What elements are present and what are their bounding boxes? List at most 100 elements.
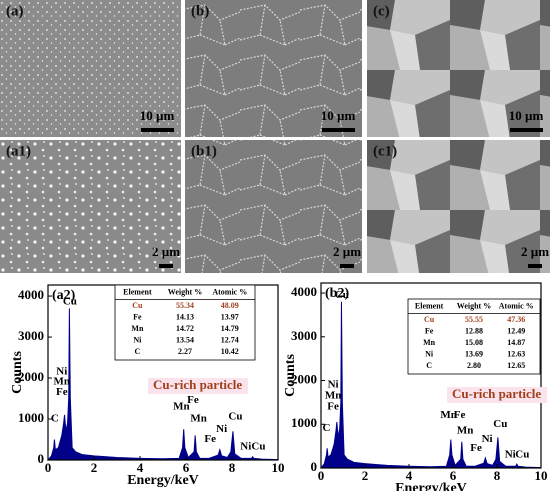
peak-label: Ni (482, 433, 493, 445)
peak-label: C (51, 413, 59, 425)
y-axis-label: Counts (10, 351, 25, 394)
y-tick-label: 4000 (291, 284, 317, 299)
peak-label: Fe (56, 386, 68, 398)
table-cell: 55.55 (465, 315, 483, 324)
peak-label: Fe (187, 394, 199, 406)
table-cell: 2.80 (467, 361, 481, 370)
sem-image (185, 0, 362, 137)
peak-label: Mn (173, 400, 190, 412)
y-tick-label: 2000 (291, 372, 317, 387)
scale-bar (322, 128, 355, 132)
table-header: Weight % (168, 288, 202, 297)
x-tick-label: 10 (272, 460, 285, 475)
x-axis-label: Energy/keV (127, 473, 199, 488)
table-cell: 12.49 (507, 327, 525, 336)
x-tick-label: 4 (137, 460, 144, 475)
table-cell: Fe (133, 313, 142, 322)
peak-label: Cu (493, 418, 507, 430)
table-header: Element (415, 302, 444, 311)
sem-image (367, 0, 550, 137)
scale-bar (528, 264, 542, 268)
table-cell: 13.97 (221, 313, 239, 322)
panel-label: (b2) (325, 286, 349, 301)
peak-label: Mn (457, 424, 474, 436)
sem-image (367, 140, 550, 273)
table-cell: 2.27 (178, 347, 192, 356)
peak-label: Cu (335, 289, 349, 301)
table-header: Atomic % (212, 288, 247, 297)
panel-label: (a1) (6, 143, 31, 159)
panel-labels: (a) 10 µm (b) 10 µm (c) 10 µm (a1) 2 µm (b1) 2 µm… (6, 3, 549, 268)
y-tick-label: 1000 (18, 410, 44, 425)
sem-image (0, 0, 181, 137)
y-tick-label: 1000 (291, 415, 317, 430)
table-cell: 12.74 (221, 336, 239, 345)
table-header: Element (123, 288, 152, 297)
table-cell: C (426, 361, 432, 370)
x-tick-label: 0 (45, 460, 52, 475)
spectrum-area (319, 301, 542, 469)
peak-label: Cu (515, 448, 529, 460)
y-tick-label: 0 (38, 451, 45, 466)
peak-label: Ni (328, 378, 339, 390)
micrographs (0, 0, 550, 273)
table-cell: Mn (131, 324, 144, 333)
table-cell: Fe (425, 327, 434, 336)
table-header: Weight % (457, 302, 491, 311)
scale-label: 10 µm (509, 108, 544, 123)
scale-label: 2 µm (152, 244, 180, 259)
x-tick-label: 2 (362, 468, 369, 483)
sem-image (185, 140, 362, 273)
table-cell: 15.08 (465, 338, 483, 347)
note-bg (447, 387, 547, 403)
note-bg (148, 378, 248, 394)
peak-label: Mn (190, 413, 207, 425)
x-tick-label: 10 (535, 468, 548, 483)
x-tick-label: 8 (229, 460, 236, 475)
table-cell: Ni (425, 350, 434, 359)
plot-frame (320, 282, 542, 469)
table-frame (407, 298, 541, 375)
table-cell: 14.79 (221, 324, 239, 333)
table-cell: 48.09 (221, 301, 239, 310)
x-tick-label: 0 (318, 468, 325, 483)
table-cell: 14.72 (176, 324, 194, 333)
y-tick-label: 4000 (18, 287, 44, 302)
peak-label: Mn (54, 376, 71, 388)
table-cell: C (135, 347, 141, 356)
scale-label: 10 µm (140, 108, 175, 123)
table-cell: 14.87 (507, 338, 525, 347)
scale-bar (510, 128, 543, 132)
scale-label: 10 µm (321, 108, 356, 123)
note: Cu-rich particle (452, 386, 541, 401)
x-axis-label: Energy/keV (395, 481, 467, 491)
y-tick-label: 2000 (18, 369, 44, 384)
table-cell: Cu (132, 301, 143, 310)
x-tick-label: 2 (91, 460, 98, 475)
peak-label: Ni (505, 448, 516, 460)
panel-label: (c) (373, 3, 390, 19)
peak-label: Cu (228, 410, 242, 422)
sem-image (0, 140, 181, 273)
peak-label: Ni (240, 440, 251, 452)
peak-label: Ni (216, 423, 227, 435)
peak-label: Fe (327, 400, 339, 412)
x-tick-label: 6 (450, 468, 457, 483)
x-tick-label: 6 (183, 460, 190, 475)
table-cell: Ni (133, 336, 142, 345)
table-cell: 55.34 (176, 301, 194, 310)
panel-label: (c1) (373, 143, 397, 159)
panel-label: (b) (191, 3, 209, 19)
scale-label: 2 µm (333, 244, 361, 259)
y-tick-label: 3000 (291, 328, 317, 343)
x-tick-label: 8 (494, 468, 501, 483)
table-cell: 10.42 (221, 347, 239, 356)
spectra: 0 1000 2000 3000 4000 0 2 4 6 8 10 Energy/keV Counts… (10, 282, 548, 491)
scale-label: 2 µm (521, 244, 549, 259)
scale-bar (159, 264, 173, 268)
table-cell: 12.88 (465, 327, 483, 336)
y-tick-label: 3000 (18, 328, 44, 343)
table-cell: 12.65 (507, 361, 525, 370)
peak-label: C (323, 422, 331, 434)
